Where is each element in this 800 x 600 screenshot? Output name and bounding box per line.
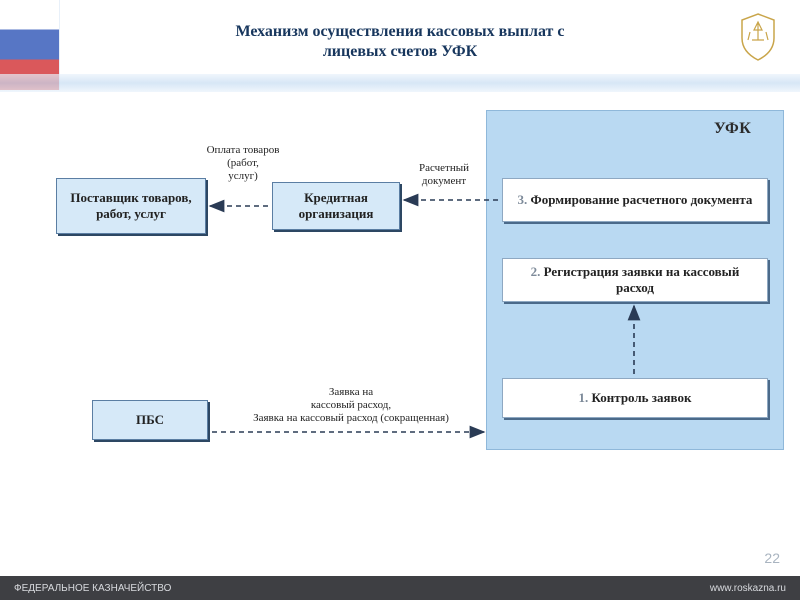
header-band — [0, 74, 800, 92]
ufk-step-1: 1. Контроль заявок — [502, 378, 768, 418]
ufk-step-3-text: 3. Формирование расчетного документа — [518, 192, 753, 208]
label-document: Расчетный документ — [404, 162, 484, 188]
page-number: 22 — [764, 550, 780, 566]
box-supplier: Поставщик товаров, работ, услуг — [56, 178, 206, 234]
title-line-2: лицевых счетов УФК — [323, 43, 477, 60]
label-request: Заявка на кассовый расход, Заявка на кас… — [236, 386, 466, 426]
title-line-1: Механизм осуществления кассовых выплат с — [235, 23, 564, 40]
box-credit-org: Кредитная организация — [272, 182, 400, 230]
ufk-step-1-text: 1. Контроль заявок — [579, 390, 692, 406]
label-payment: Оплата товаров (работ, услуг) — [188, 144, 298, 184]
footer-bar: ФЕДЕРАЛЬНОЕ КАЗНАЧЕЙСТВО www.roskazna.ru — [0, 576, 800, 600]
box-credit-text: Кредитная организация — [299, 190, 374, 223]
box-pbs: ПБС — [92, 400, 208, 440]
ufk-step-2-text: 2. Регистрация заявки на кассовый расход — [511, 264, 759, 297]
ufk-panel-label: УФК — [714, 120, 751, 138]
ufk-step-2: 2. Регистрация заявки на кассовый расход — [502, 258, 768, 302]
box-supplier-text: Поставщик товаров, работ, услуг — [65, 190, 197, 223]
page-title: Механизм осуществления кассовых выплат с… — [0, 22, 800, 62]
box-pbs-text: ПБС — [136, 412, 164, 428]
footer-right: www.roskazna.ru — [710, 583, 786, 594]
footer-left: ФЕДЕРАЛЬНОЕ КАЗНАЧЕЙСТВО — [14, 583, 171, 594]
ufk-step-3: 3. Формирование расчетного документа — [502, 178, 768, 222]
